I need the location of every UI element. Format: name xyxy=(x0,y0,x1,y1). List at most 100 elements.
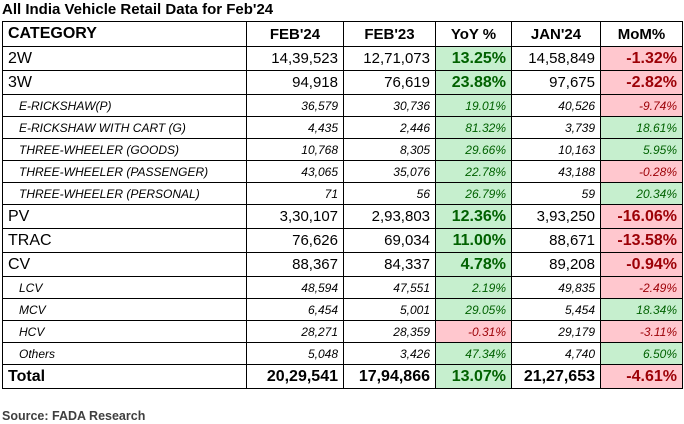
retail-data-table: CATEGORY FEB'24 FEB'23 YoY % JAN'24 MoM%… xyxy=(2,21,683,389)
jan24-cell: 21,27,653 xyxy=(511,364,601,389)
table-row: PV 3,30,107 2,93,803 12.36% 3,93,250 -16.06% xyxy=(2,204,683,229)
yoy-cell: 19.01% xyxy=(435,94,512,117)
yoy-cell: 23.88% xyxy=(435,70,512,95)
mom-cell: -16.06% xyxy=(600,204,683,229)
jan24-cell: 89,208 xyxy=(511,252,601,277)
yoy-cell: -0.31% xyxy=(435,320,512,343)
header-jan24: JAN'24 xyxy=(511,21,601,47)
table-row: LCV 48,594 47,551 2.19% 49,835 -2.49% xyxy=(2,276,683,299)
feb24-cell: 43,065 xyxy=(246,160,344,183)
jan24-cell: 4,740 xyxy=(511,342,601,365)
feb23-cell: 76,619 xyxy=(343,70,436,95)
feb23-cell: 17,94,866 xyxy=(343,364,436,389)
feb23-cell: 2,446 xyxy=(343,116,436,139)
jan24-cell: 3,739 xyxy=(511,116,601,139)
feb23-cell: 28,359 xyxy=(343,320,436,343)
category-cell: 3W xyxy=(2,70,247,95)
feb24-cell: 71 xyxy=(246,182,344,205)
yoy-cell: 13.07% xyxy=(435,364,512,389)
jan24-cell: 97,675 xyxy=(511,70,601,95)
yoy-cell: 22.78% xyxy=(435,160,512,183)
category-cell: TRAC xyxy=(2,228,247,253)
category-cell: MCV xyxy=(2,298,247,321)
yoy-cell: 29.05% xyxy=(435,298,512,321)
mom-cell: 18.34% xyxy=(600,298,683,321)
yoy-cell: 2.19% xyxy=(435,276,512,299)
feb23-cell: 3,426 xyxy=(343,342,436,365)
feb24-cell: 28,271 xyxy=(246,320,344,343)
table-row: THREE-WHEELER (PERSONAL) 71 56 26.79% 59 20.3… xyxy=(2,182,683,205)
jan24-cell: 49,835 xyxy=(511,276,601,299)
feb23-cell: 84,337 xyxy=(343,252,436,277)
table-row: Total 20,29,541 17,94,866 13.07% 21,27,653 -4… xyxy=(2,364,683,389)
yoy-cell: 13.25% xyxy=(435,46,512,71)
category-cell: Total xyxy=(2,364,247,389)
table-row: Others 5,048 3,426 47.34% 4,740 6.50% xyxy=(2,342,683,365)
mom-cell: -1.32% xyxy=(600,46,683,71)
jan24-cell: 10,163 xyxy=(511,138,601,161)
category-cell: E-RICKSHAW(P) xyxy=(2,94,247,117)
feb24-cell: 20,29,541 xyxy=(246,364,344,389)
mom-cell: -13.58% xyxy=(600,228,683,253)
feb24-cell: 94,918 xyxy=(246,70,344,95)
yoy-cell: 12.36% xyxy=(435,204,512,229)
category-cell: HCV xyxy=(2,320,247,343)
mom-cell: 5.95% xyxy=(600,138,683,161)
feb24-cell: 6,454 xyxy=(246,298,344,321)
yoy-cell: 11.00% xyxy=(435,228,512,253)
table-row: HCV 28,271 28,359 -0.31% 29,179 -3.11% xyxy=(2,320,683,343)
mom-cell: 6.50% xyxy=(600,342,683,365)
mom-cell: 18.61% xyxy=(600,116,683,139)
yoy-cell: 4.78% xyxy=(435,252,512,277)
mom-cell: -2.82% xyxy=(600,70,683,95)
category-cell: THREE-WHEELER (PASSENGER) xyxy=(2,160,247,183)
table-row: MCV 6,454 5,001 29.05% 5,454 18.34% xyxy=(2,298,683,321)
jan24-cell: 3,93,250 xyxy=(511,204,601,229)
source-note: Source: FADA Research xyxy=(2,409,146,423)
mom-cell: -4.61% xyxy=(600,364,683,389)
jan24-cell: 14,58,849 xyxy=(511,46,601,71)
feb23-cell: 5,001 xyxy=(343,298,436,321)
mom-cell: -0.94% xyxy=(600,252,683,277)
category-cell: CV xyxy=(2,252,247,277)
category-cell: E-RICKSHAW WITH CART (G) xyxy=(2,116,247,139)
header-mom: MoM% xyxy=(600,21,683,47)
table-row: CV 88,367 84,337 4.78% 89,208 -0.94% xyxy=(2,252,683,277)
feb24-cell: 76,626 xyxy=(246,228,344,253)
table-row: THREE-WHEELER (PASSENGER) 43,065 35,076 22.… xyxy=(2,160,683,183)
feb24-cell: 36,579 xyxy=(246,94,344,117)
category-cell: LCV xyxy=(2,276,247,299)
header-category: CATEGORY xyxy=(2,21,247,47)
table-row: TRAC 76,626 69,034 11.00% 88,671 -13.58% xyxy=(2,228,683,253)
mom-cell: -9.74% xyxy=(600,94,683,117)
feb24-cell: 14,39,523 xyxy=(246,46,344,71)
feb23-cell: 47,551 xyxy=(343,276,436,299)
feb23-cell: 8,305 xyxy=(343,138,436,161)
yoy-cell: 81.32% xyxy=(435,116,512,139)
header-yoy: YoY % xyxy=(435,21,512,47)
feb23-cell: 30,736 xyxy=(343,94,436,117)
mom-cell: -3.11% xyxy=(600,320,683,343)
table-row: 2W 14,39,523 12,71,073 13.25% 14,58,849 -1.32… xyxy=(2,46,683,71)
mom-cell: -2.49% xyxy=(600,276,683,299)
table-row: THREE-WHEELER (GOODS) 10,768 8,305 29.66% 10… xyxy=(2,138,683,161)
category-cell: 2W xyxy=(2,46,247,71)
table-row: E-RICKSHAW WITH CART (G) 4,435 2,446 81.32%… xyxy=(2,116,683,139)
header-feb23: FEB'23 xyxy=(343,21,436,47)
feb24-cell: 5,048 xyxy=(246,342,344,365)
feb23-cell: 56 xyxy=(343,182,436,205)
category-cell: THREE-WHEELER (GOODS) xyxy=(2,138,247,161)
feb24-cell: 10,768 xyxy=(246,138,344,161)
category-cell: Others xyxy=(2,342,247,365)
header-row: CATEGORY FEB'24 FEB'23 YoY % JAN'24 MoM% xyxy=(2,21,683,47)
header-feb24: FEB'24 xyxy=(246,21,344,47)
mom-cell: -0.28% xyxy=(600,160,683,183)
yoy-cell: 29.66% xyxy=(435,138,512,161)
jan24-cell: 29,179 xyxy=(511,320,601,343)
feb23-cell: 12,71,073 xyxy=(343,46,436,71)
feb24-cell: 48,594 xyxy=(246,276,344,299)
yoy-cell: 47.34% xyxy=(435,342,512,365)
mom-cell: 20.34% xyxy=(600,182,683,205)
category-cell: THREE-WHEELER (PERSONAL) xyxy=(2,182,247,205)
feb23-cell: 35,076 xyxy=(343,160,436,183)
